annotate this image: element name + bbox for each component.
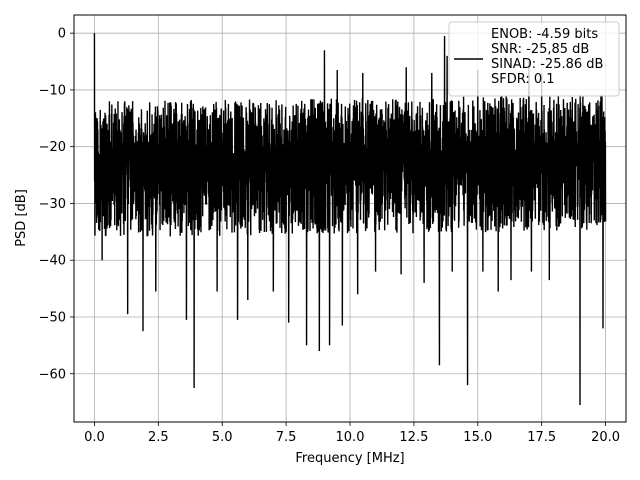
x-axis: 0.0 2.5 5.0 7.5 10.0 12.5 15.0 17.5 20.0 [84, 422, 620, 445]
legend-line-3: SFDR: 0.1 [491, 72, 555, 87]
y-tick-label-0: 0 [58, 27, 66, 42]
legend-box [448, 21, 620, 97]
x-tick-label-3: 7.5 [276, 430, 297, 445]
y-axis: 0 −10 −20 −30 −40 −50 −60 [39, 27, 74, 382]
x-tick-label-4: 10.0 [336, 430, 365, 445]
x-tick-label-5: 12.5 [399, 430, 428, 445]
x-axis-label: Frequency [MHz] [295, 451, 404, 466]
y-tick-label-3: −30 [39, 197, 66, 212]
x-tick-label-7: 17.5 [527, 430, 556, 445]
x-tick-label-1: 2.5 [148, 430, 169, 445]
y-tick-label-4: −40 [39, 254, 66, 269]
series-layer [93, 33, 607, 405]
legend-line-1: SNR: -25,85 dB [491, 42, 589, 57]
legend-label: ENOB: -4.59 bits SNR: -25,85 dB SINAD: -25… [491, 27, 603, 87]
y-tick-label-6: −60 [39, 367, 66, 382]
series-line [93, 33, 607, 405]
y-tick-label-1: −10 [39, 83, 66, 98]
y-tick-label-5: −50 [39, 310, 66, 325]
y-axis-label: PSD [dB] [14, 189, 29, 247]
x-tick-label-6: 15.0 [463, 430, 492, 445]
x-tick-label-8: 20.0 [591, 430, 620, 445]
y-tick-label-2: −20 [39, 140, 66, 155]
x-tick-label-0: 0.0 [84, 430, 105, 445]
legend-line-2: SINAD: -25.86 dB [491, 57, 603, 72]
x-tick-label-2: 5.0 [212, 430, 233, 445]
legend-line-0: ENOB: -4.59 bits [491, 27, 598, 42]
legend: ENOB: -4.59 bits SNR: -25,85 dB SINAD: -25… [448, 21, 620, 97]
